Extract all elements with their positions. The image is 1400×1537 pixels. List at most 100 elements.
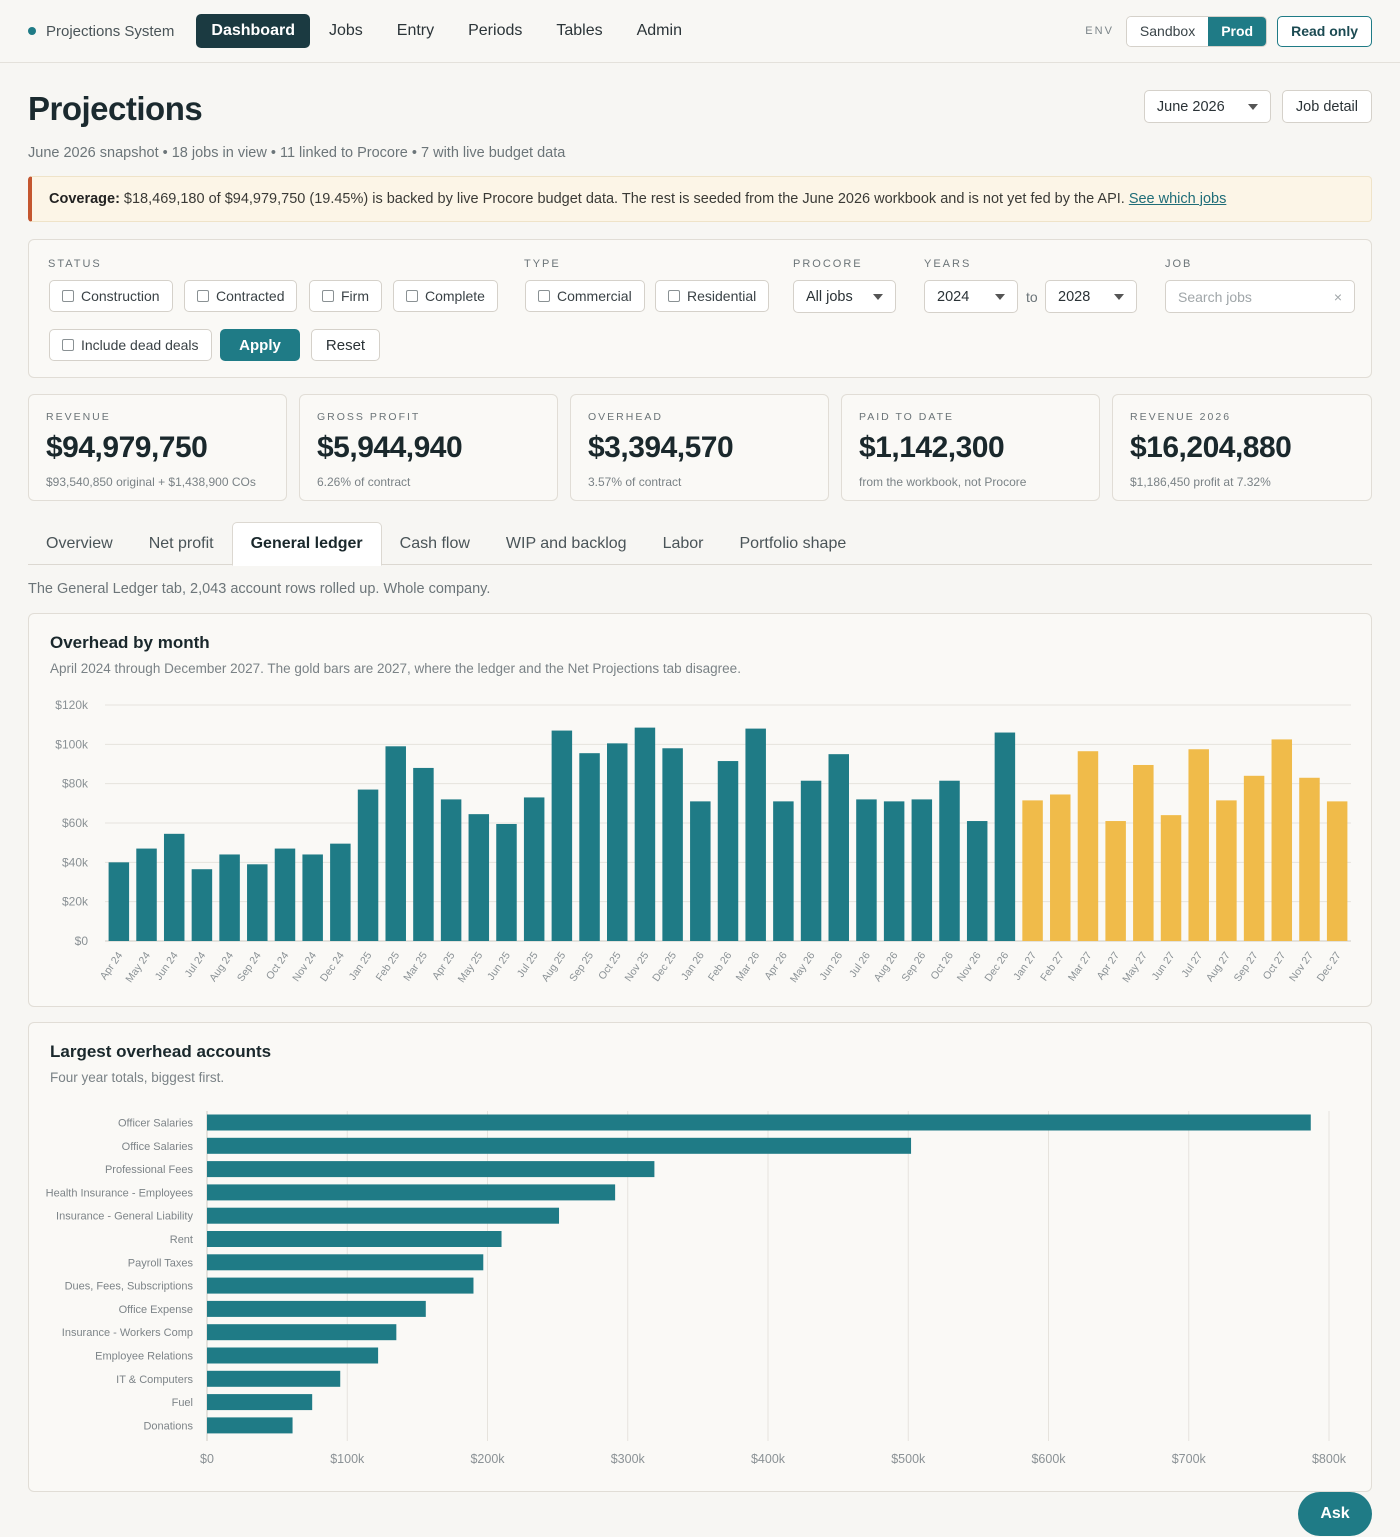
top-nav: Projections System Dashboard Jobs Entry … <box>0 0 1400 63</box>
kpi-label: REVENUE 2026 <box>1130 411 1232 423</box>
nav-link-admin[interactable]: Admin <box>636 22 682 39</box>
caret-down-icon <box>1114 293 1124 300</box>
bar <box>207 1324 397 1341</box>
bar <box>911 799 933 941</box>
tab-labor[interactable]: Labor <box>662 534 704 552</box>
bar <box>606 743 628 941</box>
checkbox-icon <box>62 290 74 302</box>
x-tick-label: $800k <box>1312 1452 1347 1466</box>
kpi-value: $16,204,880 <box>1130 431 1292 464</box>
bar <box>207 1207 560 1224</box>
period-value: June 2026 <box>1156 98 1225 115</box>
x-tick-label: Jan 26 <box>679 950 707 983</box>
nav-link-dashboard[interactable]: Dashboard <box>196 14 310 48</box>
x-tick-label: Apr 25 <box>430 950 458 982</box>
y-category-label: Professional Fees <box>105 1164 194 1176</box>
filters-panel: STATUS Construction Contracted Firm Comp… <box>28 239 1372 378</box>
x-tick-label: Feb 25 <box>374 950 403 984</box>
x-tick-label: May 25 <box>456 950 486 985</box>
x-tick-label: Apr 26 <box>762 950 790 982</box>
y-category-label: Rent <box>170 1234 193 1246</box>
caret-down-icon <box>873 293 883 300</box>
bar <box>219 854 240 941</box>
x-tick-label: Aug 24 <box>207 950 236 984</box>
bar <box>330 843 351 941</box>
checkbox-icon <box>406 290 418 302</box>
years-to-label: to <box>1026 289 1038 305</box>
caret-down-icon <box>1247 103 1258 110</box>
tab-portfolio-shape[interactable]: Portfolio shape <box>739 534 847 552</box>
status-construction-checkbox[interactable]: Construction <box>49 280 173 312</box>
status-complete-checkbox[interactable]: Complete <box>393 280 498 312</box>
x-tick-label: Jun 24 <box>153 950 181 983</box>
largest-overhead-accounts-card: Largest overhead accounts Four year tota… <box>28 1022 1372 1492</box>
x-tick-label: $400k <box>751 1452 786 1466</box>
x-tick-label: Sep 24 <box>235 950 264 984</box>
tab-general-ledger[interactable]: General ledger <box>231 522 382 566</box>
type-commercial-checkbox[interactable]: Commercial <box>525 280 645 312</box>
kpi-overhead: OVERHEAD $3,394,570 3.57% of contract <box>570 394 829 501</box>
x-tick-label: Feb 27 <box>1038 950 1067 984</box>
x-tick-label: Jul 25 <box>515 950 541 980</box>
period-select[interactable]: June 2026 <box>1143 90 1271 123</box>
bar <box>551 730 573 941</box>
kpi-paid-to-date: PAID TO DATE $1,142,300 from the workboo… <box>841 394 1100 501</box>
status-firm-checkbox[interactable]: Firm <box>309 280 382 312</box>
bar <box>994 732 1016 941</box>
read-only-button[interactable]: Read only <box>1277 15 1372 47</box>
page-subtitle: June 2026 snapshot • 18 jobs in view • 1… <box>28 145 566 161</box>
nav-link-periods[interactable]: Periods <box>468 22 523 39</box>
checkbox-icon <box>668 290 680 302</box>
x-tick-label: Mar 26 <box>734 950 763 984</box>
status-contracted-checkbox[interactable]: Contracted <box>184 280 298 312</box>
chip-label: Complete <box>425 288 485 304</box>
chart-subtitle: April 2024 through December 2027. The go… <box>50 661 741 676</box>
see-which-jobs-link[interactable]: See which jobs <box>1128 191 1227 207</box>
procore-select[interactable]: All jobs <box>793 280 896 313</box>
y-category-label: Officer Salaries <box>118 1118 193 1130</box>
nav-link-jobs[interactable]: Jobs <box>328 22 363 39</box>
x-tick-label: Jul 24 <box>182 950 208 980</box>
job-search-input[interactable]: Search jobs × <box>1165 280 1355 313</box>
y-category-label: Payroll Taxes <box>128 1257 194 1269</box>
ask-button[interactable]: Ask <box>1298 1492 1372 1536</box>
bar <box>1271 739 1293 941</box>
tab-net-profit[interactable]: Net profit <box>148 534 214 552</box>
apply-button[interactable]: Apply <box>220 329 300 361</box>
bar <box>1326 801 1348 941</box>
job-detail-button[interactable]: Job detail <box>1281 90 1372 123</box>
bar <box>828 754 850 941</box>
bar <box>690 801 711 941</box>
year-from-select[interactable]: 2024 <box>924 280 1018 313</box>
x-tick-label: $100k <box>330 1452 365 1466</box>
bar <box>773 801 794 941</box>
type-residential-checkbox[interactable]: Residential <box>655 280 770 312</box>
clear-icon[interactable]: × <box>1333 288 1342 305</box>
nav-link-tables[interactable]: Tables <box>556 22 603 39</box>
env-sandbox-button[interactable]: Sandbox <box>1126 16 1209 46</box>
y-tick-label: $120k <box>55 698 89 712</box>
bar <box>385 746 406 941</box>
x-tick-label: Nov 24 <box>290 950 319 984</box>
tab-wip-and-backlog[interactable]: WIP and backlog <box>505 534 627 552</box>
x-tick-label: $700k <box>1172 1452 1207 1466</box>
tab-overview[interactable]: Overview <box>46 534 113 552</box>
chart-title: Largest overhead accounts <box>50 1042 272 1061</box>
env-prod-button[interactable]: Prod <box>1208 16 1267 46</box>
brand[interactable]: Projections System <box>28 23 174 40</box>
year-to-select[interactable]: 2028 <box>1045 280 1137 313</box>
bar <box>207 1137 912 1154</box>
tab-cash-flow[interactable]: Cash flow <box>399 534 470 552</box>
bar <box>1243 775 1265 941</box>
x-tick-label: Sep 27 <box>1232 950 1261 984</box>
reset-button[interactable]: Reset <box>311 329 380 361</box>
kpi-note: $93,540,850 original + $1,438,900 COs <box>46 475 256 489</box>
nav-link-entry[interactable]: Entry <box>396 22 435 39</box>
page-header: Projections June 2026 snapshot • 18 jobs… <box>28 90 565 161</box>
kpi-value: $1,142,300 <box>859 431 1005 464</box>
include-dead-deals-checkbox[interactable]: Include dead deals <box>49 329 212 361</box>
bar <box>274 848 296 941</box>
bar <box>207 1394 313 1411</box>
chip-label: Residential <box>687 288 757 304</box>
